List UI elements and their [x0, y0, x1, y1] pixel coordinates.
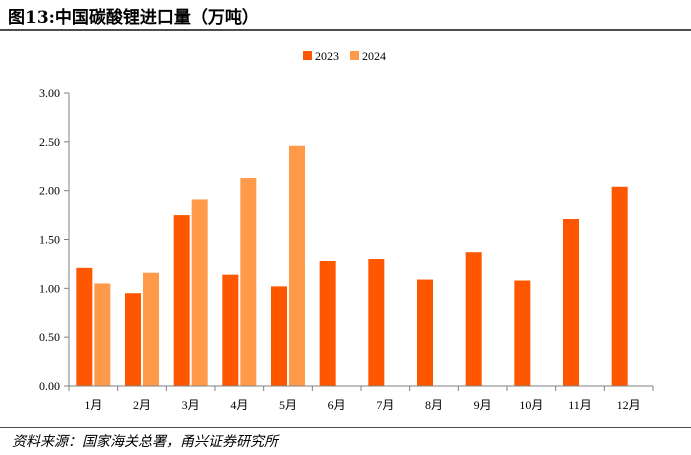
x-tick-label: 10月 [519, 398, 543, 412]
bar-2024-5月 [289, 145, 305, 386]
y-tick-label: 2.00 [39, 184, 60, 198]
bar-2023-6月 [319, 260, 336, 386]
x-tick-label: 12月 [617, 398, 641, 412]
bar-2023-3月 [173, 215, 190, 386]
x-tick-label: 9月 [474, 398, 492, 412]
y-tick-label: 2.50 [39, 135, 60, 149]
chart-legend: 2023 2024 [303, 49, 386, 63]
y-tick-label: 3.00 [39, 86, 60, 100]
figure-title: 图13:中国碳酸锂进口量（万吨） [8, 8, 259, 28]
legend-swatch-2024 [350, 51, 359, 60]
y-tick-label: 0.00 [39, 379, 60, 393]
bar-2023-9月 [465, 252, 482, 386]
x-axis: 1月 2月 3月 4月 5月 6月 7月 8月 9月 10月 11月 12月 [68, 385, 654, 412]
bar-2024-4月 [240, 177, 257, 386]
bar-2023-4月 [222, 274, 239, 386]
y-axis: 0.00 0.50 1.00 1.50 2.00 2.50 3.00 [39, 86, 70, 393]
bar-2023-5月 [271, 286, 287, 386]
y-tick-label: 1.50 [39, 233, 60, 247]
y-tick-label: 0.50 [39, 330, 60, 344]
bar-2023-1月 [76, 267, 93, 386]
source-note: 资料来源：国家海关总署，甬兴证券研究所 [12, 434, 278, 450]
bar-2023-7月 [368, 259, 385, 386]
bar-2023-11月 [563, 218, 579, 386]
bar-2023-10月 [514, 280, 531, 386]
x-tick-label: 4月 [230, 398, 248, 412]
bars [76, 145, 628, 386]
bar-chart: 2023 2024 0.00 0.50 1.00 1.50 2.00 2.50 3.00 1月… [39, 49, 654, 412]
x-tick-label: 1月 [84, 398, 102, 412]
bar-2024-1月 [94, 283, 111, 386]
footer-divider [0, 427, 691, 428]
x-tick-label: 3月 [182, 398, 200, 412]
bar-2024-2月 [143, 272, 159, 386]
legend-label-2023: 2023 [315, 49, 339, 63]
title-divider [0, 29, 691, 31]
x-tick-label: 7月 [376, 398, 394, 412]
legend-label-2024: 2024 [362, 49, 386, 63]
x-tick-label: 11月 [568, 398, 592, 412]
x-tick-label: 6月 [328, 398, 346, 412]
bar-2023-2月 [125, 293, 141, 386]
y-tick-label: 1.00 [39, 281, 60, 295]
legend-swatch-2023 [303, 51, 312, 60]
x-tick-label: 5月 [279, 398, 297, 412]
bar-2023-12月 [611, 186, 628, 386]
x-tick-label: 8月 [425, 398, 443, 412]
bar-2023-8月 [417, 279, 433, 386]
x-tick-label: 2月 [133, 398, 151, 412]
bar-2024-3月 [191, 199, 208, 386]
